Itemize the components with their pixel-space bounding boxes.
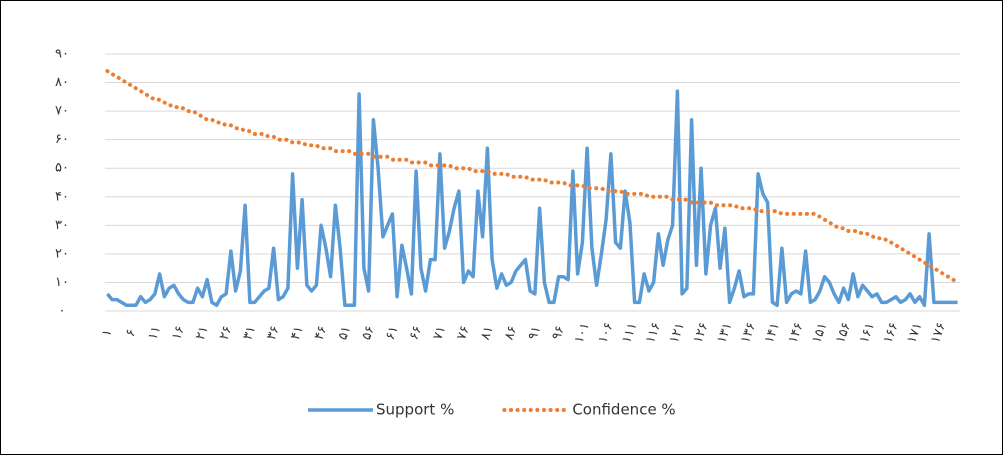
legend-label: Confidence % [572, 401, 675, 419]
y-tick-label: ۰ [59, 304, 66, 319]
frame [1, 1, 1003, 455]
y-tick-label: ۵۰ [55, 161, 69, 176]
y-tick-label: ۶۰ [55, 132, 69, 147]
y-tick-label: ۹۰ [55, 47, 69, 62]
y-tick-label: ۷۰ [55, 104, 69, 119]
chart: ۰۱۰۲۰۳۰۴۰۵۰۶۰۷۰۸۰۹۰۱۶۱۱۱۶۲۱۲۶۳۱۳۶۴۱۴۶۵۱۵… [0, 0, 1003, 455]
y-tick-label: ۳۰ [55, 218, 69, 233]
y-tick-label: ۱۰ [55, 275, 69, 290]
y-tick-label: ۸۰ [55, 75, 69, 90]
y-tick-label: ۴۰ [55, 189, 69, 204]
y-tick-label: ۲۰ [55, 246, 69, 261]
legend-label: Support % [376, 401, 454, 419]
